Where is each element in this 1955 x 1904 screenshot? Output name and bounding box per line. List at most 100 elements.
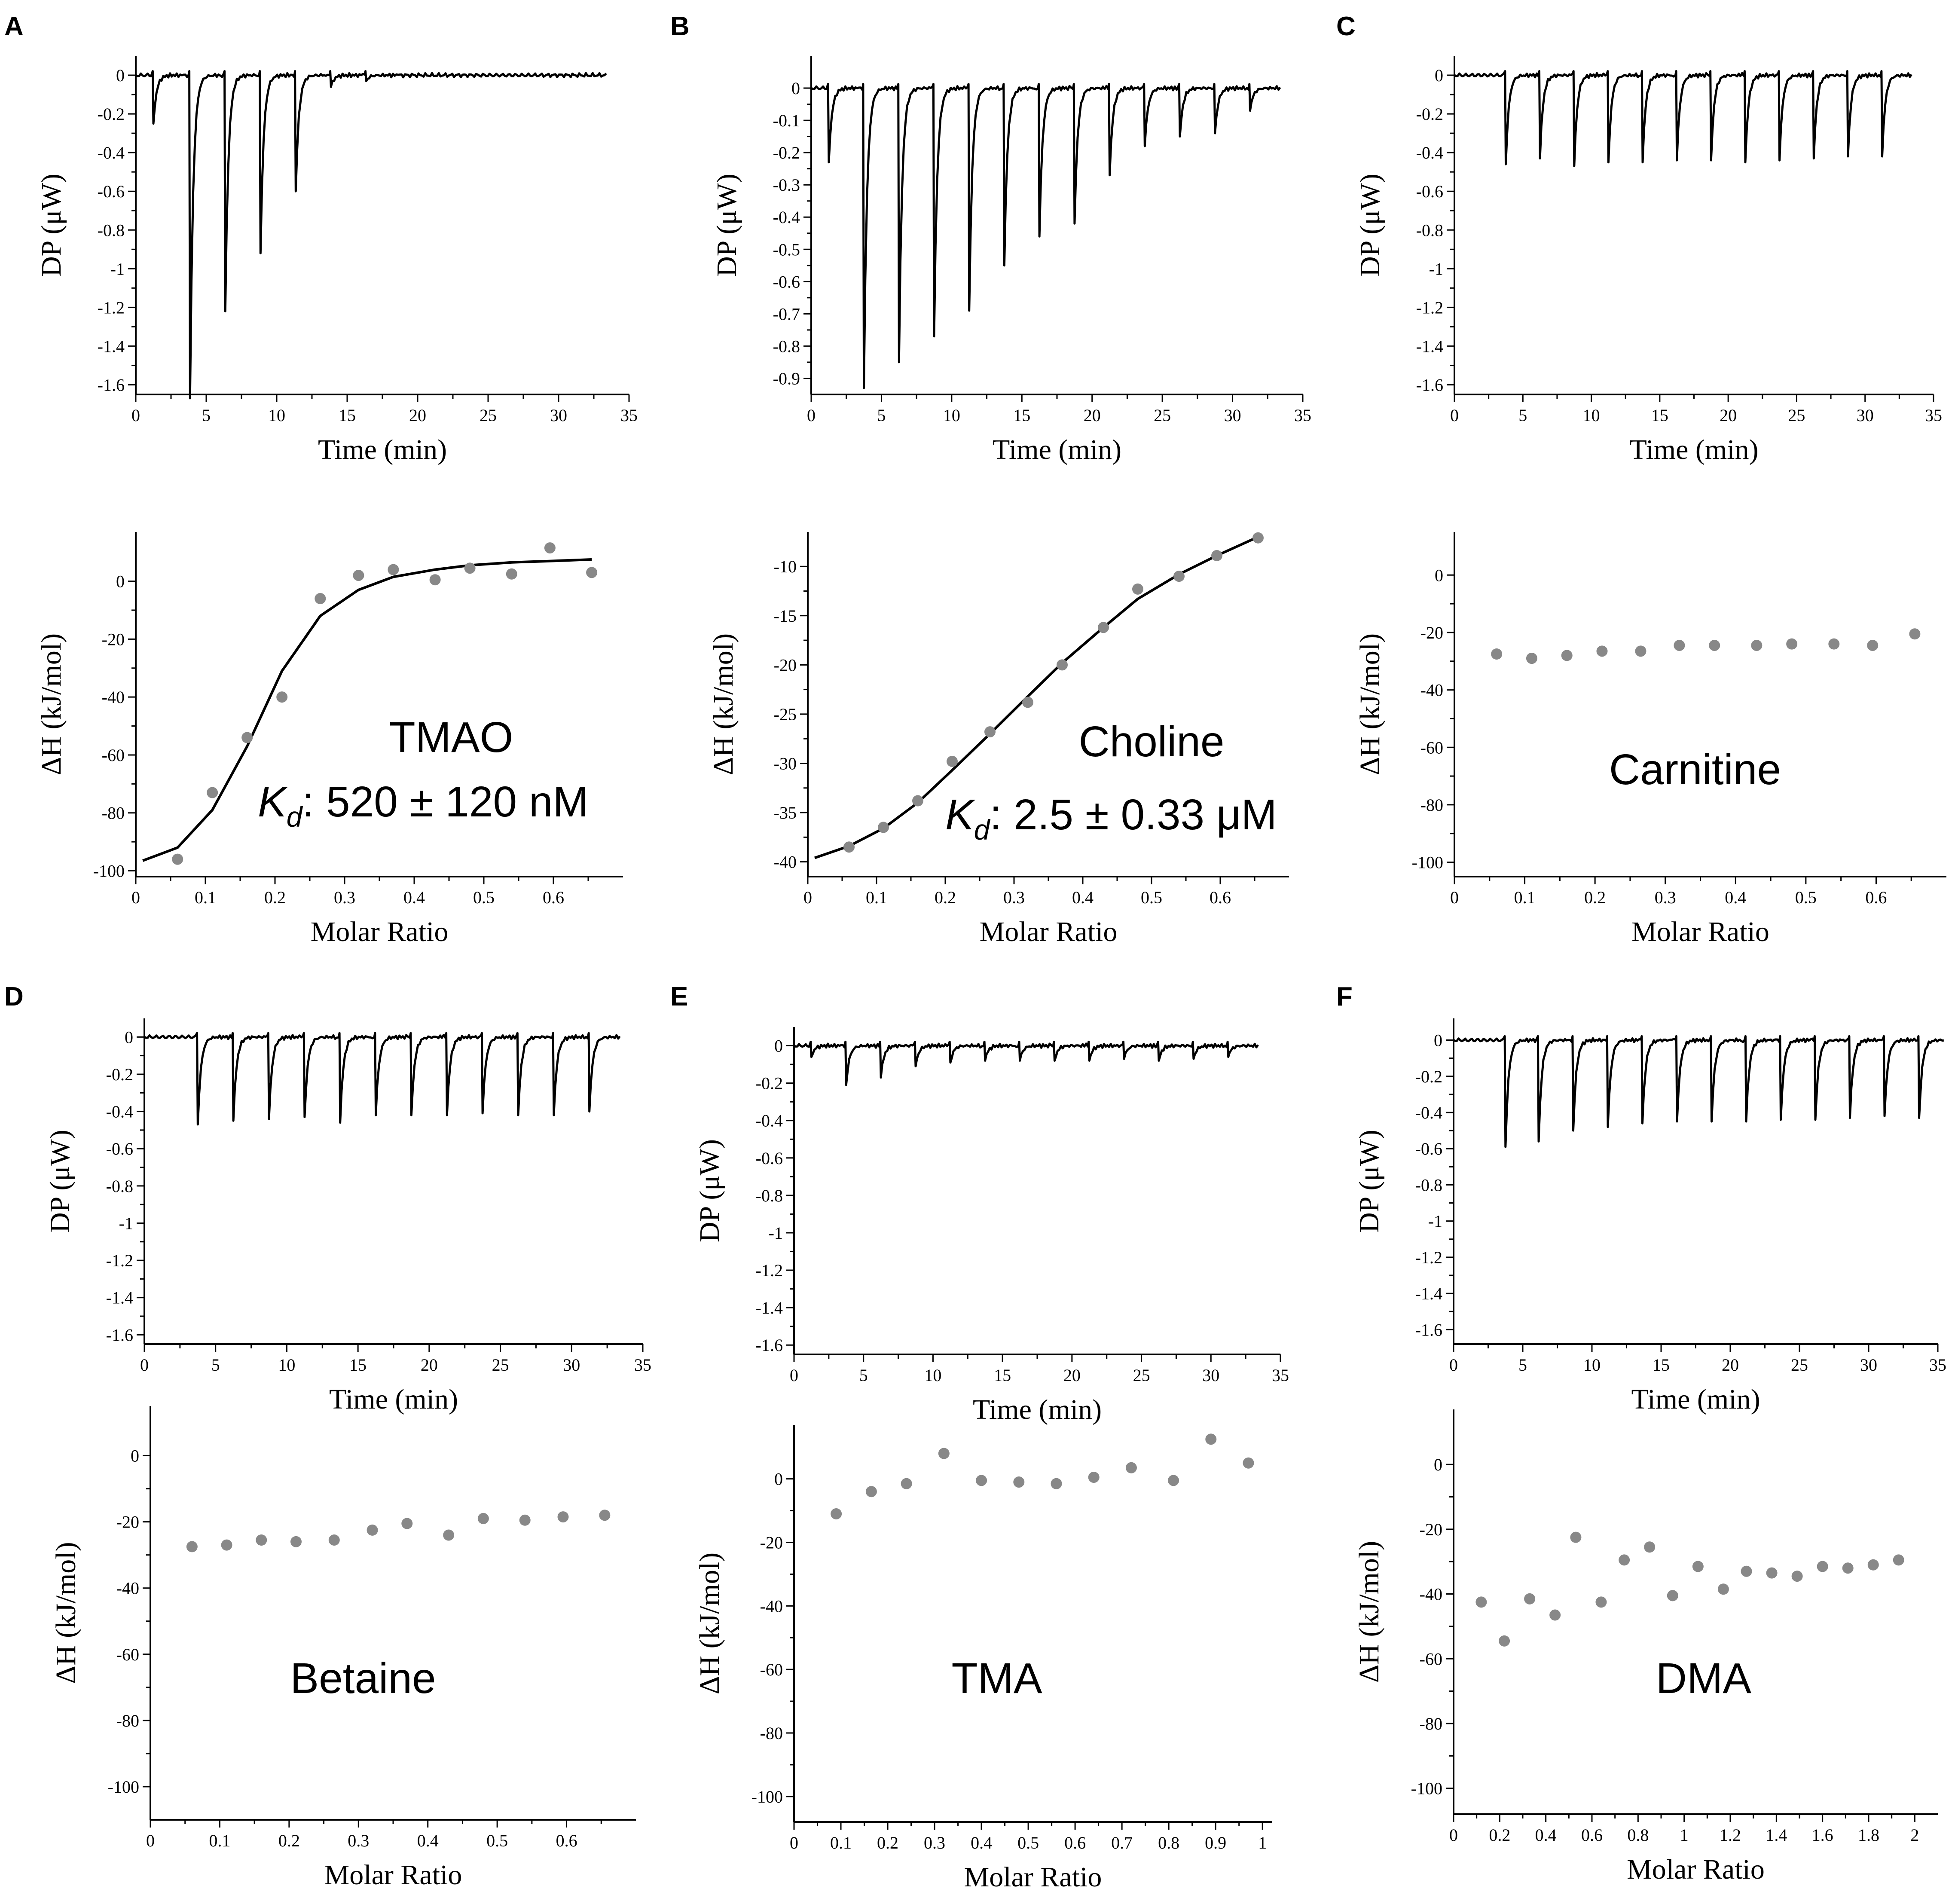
- panel-a-isotherm-x-tick-label: 0: [131, 888, 140, 907]
- panel-e-isotherm-x-tick-label: 0.4: [971, 1833, 992, 1852]
- panel-c-data-point: [1867, 639, 1879, 651]
- panel-c-thermogram-y-tick-label: 0: [1435, 66, 1443, 85]
- panel-letter-c: C: [1336, 12, 1356, 41]
- panel-f-data-point: [1893, 1554, 1904, 1566]
- panel-a-thermogram-y-tick-label: -0.4: [98, 143, 125, 162]
- panel-f-data-point: [1867, 1559, 1879, 1571]
- panel-c-thermogram-x-tick-label: 10: [1583, 406, 1600, 425]
- panel-b-data-point: [912, 795, 923, 807]
- panel-a-thermogram-y-tick-label: -1.2: [98, 298, 125, 317]
- panel-a-data-point: [506, 568, 517, 580]
- panel-e-isotherm-x-tick-label: 0.8: [1158, 1833, 1179, 1852]
- panel-f-data-point: [1549, 1609, 1561, 1621]
- panel-c-thermogram-y-tick-label: -1.4: [1416, 336, 1443, 356]
- panel-a-thermogram-y-tick-label: -0.8: [98, 220, 125, 240]
- panel-c-data-point: [1526, 653, 1537, 664]
- panel-a-isotherm-y-tick-label: -20: [102, 630, 125, 649]
- panel-f-data-point: [1619, 1554, 1630, 1566]
- panel-b-thermogram-x-tick-label: 0: [807, 406, 816, 425]
- panel-a-data-point: [353, 570, 364, 581]
- panel-e-data-point: [938, 1448, 950, 1459]
- panel-a-isotherm-x-tick-label: 0.4: [403, 888, 425, 907]
- panel-e-isotherm-x-axis-label: Molar Ratio: [964, 1861, 1102, 1893]
- panel-e-data-point: [831, 1508, 842, 1519]
- panel-f-isotherm-y-tick-label: -80: [1420, 1714, 1442, 1733]
- panel-c-isotherm-x-axis-label: Molar Ratio: [1631, 916, 1769, 947]
- panel-c-thermogram-y-tick-label: -1: [1429, 259, 1443, 278]
- panel-f-isotherm-x-tick-label: 1.6: [1812, 1825, 1833, 1845]
- panel-c-thermogram-x-tick-label: 20: [1720, 406, 1737, 425]
- panel-f-thermogram-y-tick-label: -1.2: [1415, 1248, 1442, 1267]
- panel-c-isotherm-y-tick-label: -40: [1420, 681, 1443, 700]
- panel-b-isotherm-y-tick-label: -10: [774, 557, 797, 576]
- panel-a-thermogram-x-tick-label: 0: [131, 406, 140, 425]
- panel-c-thermogram-y-tick-label: -1.6: [1416, 375, 1443, 394]
- panel-d-thermogram-y-tick-label: -1.6: [106, 1325, 133, 1345]
- panel-b-isotherm-y-tick-label: -30: [774, 754, 797, 773]
- panel-a-data-point: [241, 732, 253, 743]
- panel-e-thermogram-x-tick-label: 35: [1272, 1366, 1289, 1385]
- kd-symbol: K: [945, 791, 976, 839]
- panel-d-isotherm-x-axis-label: Molar Ratio: [324, 1859, 462, 1891]
- panel-b-data-point: [843, 841, 855, 853]
- panel-d-data-point: [557, 1511, 569, 1523]
- panel-a-isotherm-y-tick-label: -100: [93, 862, 125, 881]
- panel-c-thermogram-x-tick-label: 15: [1651, 406, 1668, 425]
- panel-e-isotherm-y-tick-label: 0: [774, 1470, 783, 1489]
- panel-f-data-point: [1595, 1596, 1607, 1608]
- panel-c-data-point: [1828, 638, 1840, 650]
- panel-d-data-point: [443, 1529, 455, 1541]
- panel-b-data-point: [1057, 659, 1068, 671]
- panel-c-thermogram-y-tick-label: -0.8: [1416, 220, 1443, 240]
- panel-f-data-point: [1791, 1571, 1803, 1582]
- panel-f-thermogram-x-tick-label: 35: [1929, 1355, 1946, 1375]
- panel-f-thermogram-x-tick-label: 15: [1653, 1355, 1670, 1375]
- panel-e: E0 5 10 15 20 25 30 350-0.2-0.4-0.6-0.8-1-1.2-1…: [670, 982, 1289, 1893]
- panel-f-isotherm-x-tick-label: 0: [1449, 1825, 1458, 1845]
- panel-c-thermogram-x-tick-label: 25: [1788, 406, 1805, 425]
- panel-d-isotherm-y-tick-label: -100: [108, 1777, 139, 1797]
- panel-f-thermogram-y-tick-label: 0: [1434, 1031, 1442, 1050]
- panel-b-isotherm-y-axis-label: ΔH (kJ/mol): [708, 633, 739, 775]
- panel-f-data-point: [1741, 1565, 1752, 1577]
- panel-d-thermogram-y-tick-label: -0.2: [106, 1065, 133, 1084]
- panel-a-thermogram-x-tick-label: 35: [620, 406, 638, 425]
- panel-f-isotherm-x-tick-label: 2: [1910, 1825, 1919, 1845]
- panel-e-isotherm-x-tick-label: 0.6: [1064, 1833, 1086, 1852]
- panel-e-thermogram-y-tick-label: -1.4: [756, 1298, 783, 1317]
- panel-b-isotherm-y-tick-label: -20: [774, 655, 797, 675]
- panel-d-data-point: [290, 1536, 302, 1547]
- panel-f-thermogram-y-tick-label: -0.2: [1415, 1067, 1442, 1086]
- panel-f-data-point: [1717, 1583, 1729, 1595]
- panel-a-isotherm-x-tick-label: 0.6: [543, 888, 564, 907]
- panel-d-isotherm: 0 0.1 0.2 0.3 0.4 0.5 0.6 0 -20 -40 -60 -80 -100 Mola…: [50, 1406, 636, 1891]
- panel-d-thermogram-x-tick-label: 20: [421, 1355, 438, 1375]
- panel-b-thermogram-x-axis-label: Time (min): [993, 434, 1121, 465]
- panel-d-data-point: [367, 1524, 378, 1536]
- panel-f-data-point: [1570, 1531, 1582, 1543]
- panel-a-data-point: [172, 853, 183, 865]
- panel-b-data-point: [1022, 697, 1033, 708]
- panel-b-isotherm-x-tick-label: 0.3: [1003, 888, 1025, 907]
- panel-e-thermogram-y-axis-label: DP (μW): [694, 1139, 725, 1242]
- panel-b-data-point: [1211, 550, 1222, 561]
- panel-b-thermogram-x-tick-label: 35: [1294, 406, 1311, 425]
- panel-f-thermogram-x-tick-label: 20: [1722, 1355, 1739, 1375]
- panel-d-thermogram-x-tick-label: 10: [278, 1355, 295, 1375]
- panel-e-isotherm-x-tick-label: 0.2: [877, 1833, 898, 1852]
- panel-c-data-point: [1751, 639, 1763, 651]
- panel-b-isotherm-x-tick-label: 0.6: [1210, 888, 1231, 907]
- panel-d-thermogram: 0 5 10 15 20 25 30 35 0 -0.2 -0.4 -0.6 -0.8 -1 -1.2 -1.…: [44, 1018, 651, 1415]
- panel-c-data-point: [1635, 645, 1646, 657]
- panel-c-isotherm-y-axis-label: ΔH (kJ/mol): [1354, 633, 1386, 775]
- panel-c-thermogram-y-tick-label: -0.6: [1416, 182, 1443, 201]
- panel-a-data-point: [388, 564, 399, 575]
- panel-d-data-point: [519, 1514, 531, 1526]
- panel-f-thermogram-x-tick-label: 0: [1449, 1355, 1458, 1375]
- panel-e-thermogram-y-tick-label: -0.2: [756, 1074, 783, 1093]
- panel-b-isotherm-y-tick-label: -15: [774, 606, 797, 626]
- panel-d-thermogram-trace: [144, 1032, 621, 1126]
- panel-e-thermogram-x-axis-label: Time (min): [973, 1394, 1102, 1425]
- panel-b-thermogram-trace: [810, 83, 1281, 389]
- panel-d-data-point: [401, 1518, 413, 1529]
